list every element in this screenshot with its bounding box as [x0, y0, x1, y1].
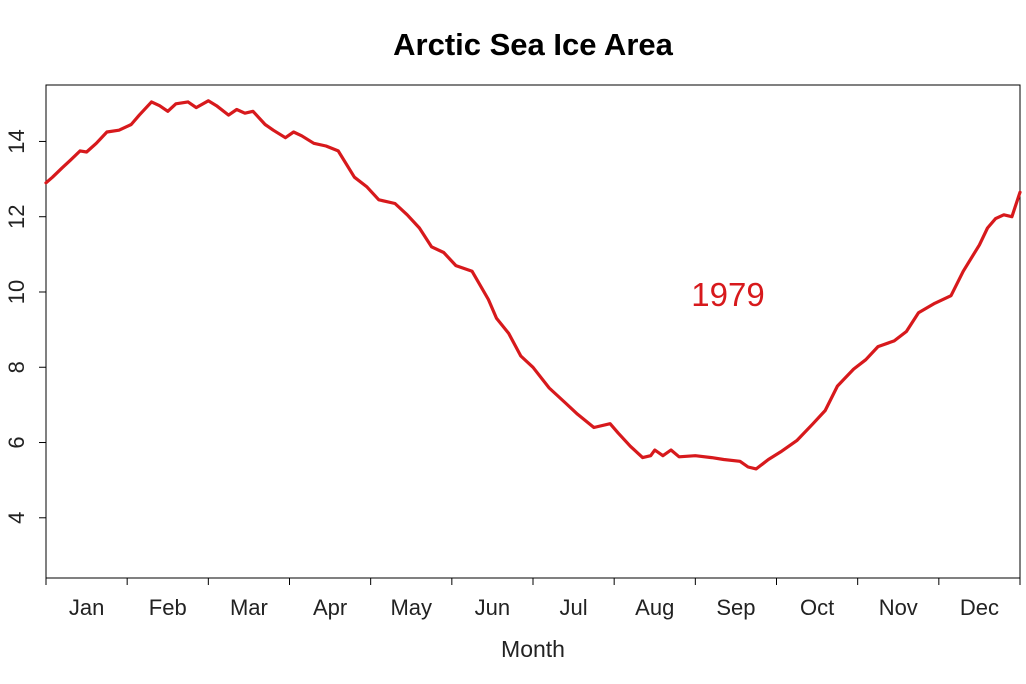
x-tick-label: Oct	[800, 595, 834, 620]
x-tick-label: May	[390, 595, 432, 620]
x-tick-label: Jul	[560, 595, 588, 620]
x-axis: Jan Feb Mar Apr May Jun Jul Aug Sep Oct Nov Dec	[45, 578, 1021, 620]
series-line	[44, 99, 1022, 471]
x-tick-label: Nov	[879, 595, 918, 620]
chart-title: Arctic Sea Ice Area	[393, 27, 674, 62]
x-tick-label: Aug	[635, 595, 674, 620]
x-tick-label: Sep	[716, 595, 755, 620]
y-tick-label: 8	[4, 361, 29, 373]
y-tick-label: 6	[4, 436, 29, 448]
y-axis: 4 6 8 10 12 14	[4, 129, 46, 524]
series-group	[44, 99, 1022, 471]
y-tick-label: 12	[4, 204, 29, 228]
y-tick-label: 10	[4, 280, 29, 304]
x-tick-label: Feb	[149, 595, 187, 620]
x-tick-label: Mar	[230, 595, 268, 620]
year-annotation: 1979	[691, 276, 764, 313]
x-tick-label: Apr	[313, 595, 347, 620]
x-axis-label: Month	[501, 636, 565, 662]
x-tick-label: Dec	[960, 595, 999, 620]
y-tick-label: 14	[4, 129, 29, 153]
plot-frame	[45, 84, 1021, 579]
y-tick-label: 4	[4, 512, 29, 524]
x-tick-label: Jan	[69, 595, 104, 620]
x-tick-label: Jun	[475, 595, 510, 620]
